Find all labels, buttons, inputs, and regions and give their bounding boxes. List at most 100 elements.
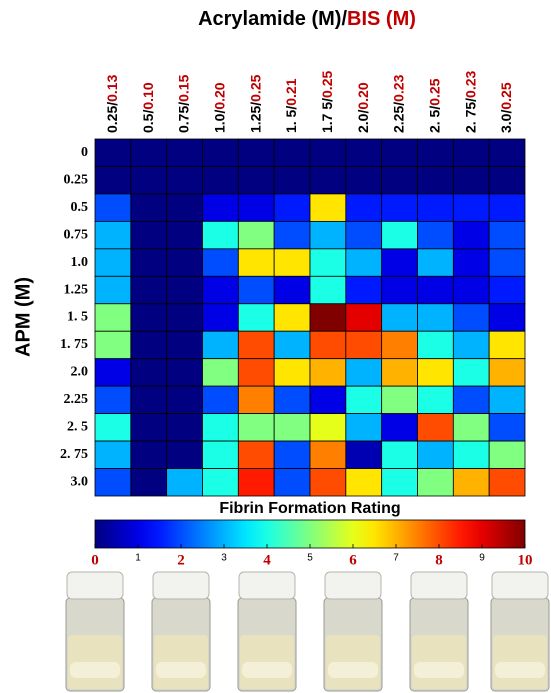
y-tick-label: 0.5 [71, 200, 89, 215]
heatmap-cell [131, 304, 167, 331]
heatmap-cell [95, 194, 131, 221]
x-label-acrylamide: 0.5 [139, 113, 155, 133]
heatmap-cell [310, 386, 346, 413]
heatmap-cell [489, 166, 525, 193]
x-label-acrylamide: 2.0 [354, 113, 370, 133]
heatmap-cell [238, 331, 274, 358]
heatmap-cell [203, 386, 239, 413]
x-label-bis: 0.15 [175, 74, 191, 101]
colorbar-tick-label: 8 [435, 552, 443, 568]
heatmap-cell [95, 166, 131, 193]
heatmap-cell [310, 414, 346, 441]
heatmap-cell [489, 441, 525, 468]
heatmap-cell [382, 359, 418, 386]
heatmap-cell [382, 194, 418, 221]
heatmap-cell [95, 386, 131, 413]
heatmap-cell [310, 469, 346, 496]
heatmap-cell [274, 331, 310, 358]
y-tick-label: 2. 75 [60, 447, 88, 462]
x-label-bis: 0.20 [354, 82, 370, 109]
x-label-bis: 0.13 [104, 74, 120, 101]
heatmap-cell [203, 469, 239, 496]
heatmap-cell [203, 194, 239, 221]
y-tick-label: 1. 75 [60, 337, 88, 352]
heatmap-cell [131, 221, 167, 248]
colorbar-tick-label: 2 [177, 552, 185, 568]
heatmap-cell [167, 276, 203, 303]
heatmap-cell [489, 276, 525, 303]
heatmap-cell [131, 331, 167, 358]
vial-cap [411, 572, 467, 599]
heatmap-cell [453, 304, 489, 331]
heatmap-cell [238, 414, 274, 441]
x-tick-label: 1.7 5/0.25 [319, 71, 335, 133]
heatmap-cell [489, 331, 525, 358]
colorbar-tick-label: 5 [307, 553, 313, 564]
x-tick-label: 1.25/0.25 [247, 74, 263, 133]
heatmap-cell [203, 441, 239, 468]
heatmap-cell [95, 441, 131, 468]
heatmap-cell [274, 139, 310, 166]
heatmap-cell [203, 139, 239, 166]
heatmap-cell [453, 331, 489, 358]
heatmap-cell [489, 221, 525, 248]
colorbar [95, 520, 525, 548]
heatmap-cell [382, 469, 418, 496]
heatmap-cell [274, 194, 310, 221]
heatmap-cell [238, 276, 274, 303]
x-label-bis: 0.25 [498, 82, 514, 109]
heatmap-cell [131, 359, 167, 386]
heatmap-cell [274, 304, 310, 331]
heatmap-cell [453, 441, 489, 468]
heatmap-cell [238, 249, 274, 276]
vial-cap [239, 572, 295, 599]
heatmap-cell [131, 166, 167, 193]
heatmap-cell [274, 441, 310, 468]
heatmap-cell [131, 194, 167, 221]
heatmap-cell [238, 194, 274, 221]
x-label-bis: 0.10 [139, 82, 155, 109]
vial-cap [325, 572, 381, 599]
heatmap-cell [131, 249, 167, 276]
heatmap-cell [95, 221, 131, 248]
heatmap-cell [489, 249, 525, 276]
y-tick-label: 1. 5 [67, 310, 88, 325]
vial-photo [152, 572, 210, 691]
vial-pellet [495, 662, 545, 678]
heatmap-cell [382, 221, 418, 248]
heatmap-cell [274, 414, 310, 441]
vial-pellet [156, 662, 206, 678]
vial-pellet [70, 662, 120, 678]
heatmap-cell [203, 221, 239, 248]
y-tick-label: 0 [81, 145, 88, 160]
heatmap-cell [418, 276, 454, 303]
x-tick-label: 0.75/0.15 [175, 74, 191, 133]
heatmap-cell [382, 386, 418, 413]
y-axis-label: APM (M) [12, 277, 34, 357]
x-label-bis: 0.25 [319, 71, 335, 98]
heatmap-cell [418, 386, 454, 413]
heatmap-cell [382, 414, 418, 441]
heatmap-cell [95, 469, 131, 496]
x-tick-label: 2.0/0.20 [354, 82, 370, 133]
heatmap-cell [382, 249, 418, 276]
vial-cap [492, 572, 548, 599]
heatmap-cell [238, 469, 274, 496]
heatmap-cell [274, 469, 310, 496]
heatmap-cell [453, 249, 489, 276]
vial-photo [66, 572, 124, 691]
heatmap-cell [167, 304, 203, 331]
heatmap-cell [382, 441, 418, 468]
x-tick-label: 2. 5/0.25 [426, 78, 442, 133]
heatmap-cell [310, 249, 346, 276]
x-tick-label: 0.25/0.13 [104, 74, 120, 133]
heatmap-cell [346, 249, 382, 276]
x-label-acrylamide: 0.25 [104, 106, 120, 133]
heatmap-cell [418, 414, 454, 441]
heatmap-cell [131, 386, 167, 413]
heatmap-cell [95, 414, 131, 441]
heatmap-cell [418, 194, 454, 221]
colorbar-tick-label: 1 [135, 553, 141, 564]
heatmap-cell [489, 414, 525, 441]
heatmap-cell [95, 249, 131, 276]
